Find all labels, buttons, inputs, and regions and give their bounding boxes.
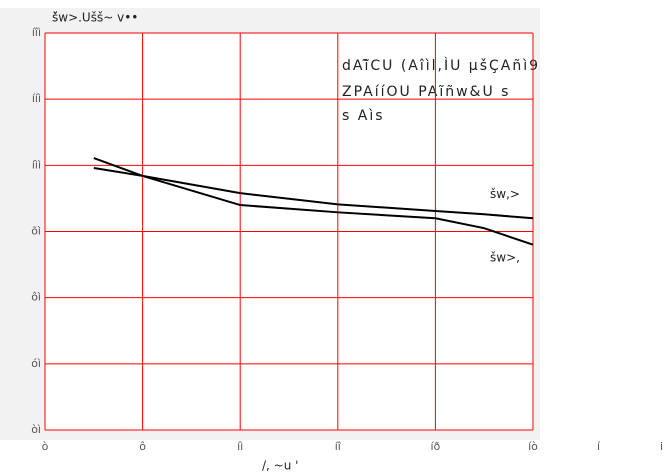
- y-tick-label: ôì: [31, 291, 41, 304]
- y-tick-label: íîì: [32, 26, 41, 39]
- series-label: šw>,: [490, 251, 520, 265]
- x-tick-label: íî: [335, 440, 342, 453]
- x-axis-label: /, ~u ': [262, 459, 298, 473]
- y-tick-label: íìì: [32, 158, 41, 171]
- x-tick-label: ô: [139, 440, 146, 453]
- y-tick-label: óì: [31, 357, 41, 370]
- x-tick-label: íò: [528, 440, 538, 453]
- extra-label: i: [660, 440, 663, 453]
- y-tick-label: õì: [31, 225, 41, 238]
- x-tick-label: íð: [431, 440, 441, 453]
- extra-label: í: [597, 440, 601, 453]
- y-tick-label: ííì: [32, 92, 41, 105]
- annotation: ZPAííOU PAĩñw&U s: [342, 84, 510, 100]
- line: [93, 157, 534, 246]
- annotation: dAĩ̃CU (Aîìl,ÌU µšÇAñì9: [342, 57, 540, 74]
- y-tick-label: òì: [31, 423, 41, 436]
- series-label: šw,>: [490, 187, 520, 201]
- chart-title: š̌w>.Ušš~ v••: [52, 11, 138, 25]
- x-tick-label: ò: [42, 440, 49, 453]
- x-tick-label: íì: [237, 440, 243, 453]
- annotation: s Aìs: [342, 108, 385, 124]
